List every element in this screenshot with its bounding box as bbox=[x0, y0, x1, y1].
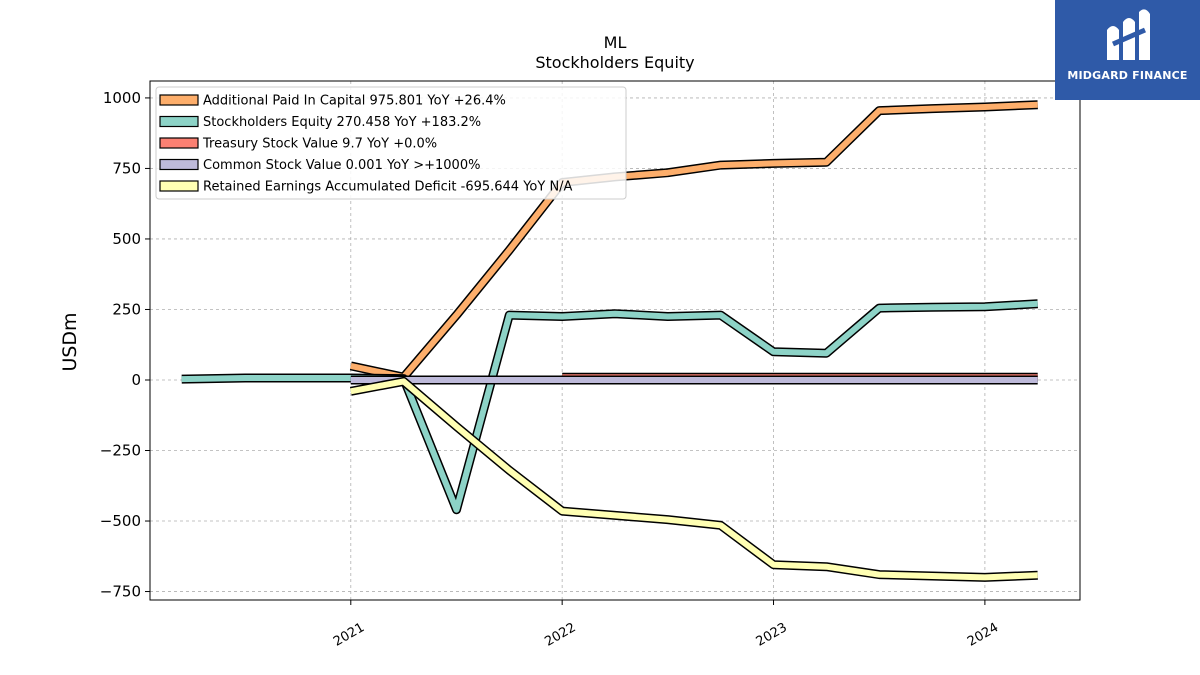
series-line-stockholders-equity bbox=[181, 300, 1038, 513]
plot-frame bbox=[149, 80, 1081, 601]
x-tick-label: 2022 bbox=[542, 620, 578, 650]
brand-name: MIDGARD FINANCE bbox=[1067, 69, 1188, 82]
legend-label-common-stock-value: Common Stock Value 0.001 YoY >+1000% bbox=[203, 158, 480, 173]
chart-subtitle: Stockholders Equity bbox=[535, 53, 694, 72]
legend-swatch-retained-earnings-accumulated-deficit bbox=[159, 180, 199, 192]
legend: Additional Paid In Capital 975.801 YoY +… bbox=[155, 86, 627, 200]
midgard-logo-icon bbox=[1107, 9, 1150, 60]
x-axis: 2021 2022 2023 2024 bbox=[331, 600, 1001, 650]
legend-label-treasury-stock-value: Treasury Stock Value 9.7 YoY +0.0% bbox=[202, 137, 437, 152]
series-outline-retained-earnings-accumulated-deficit bbox=[349, 376, 1038, 582]
series-line-retained-earnings-accumulated-deficit bbox=[350, 378, 1038, 581]
y-tick-label: 250 bbox=[112, 300, 141, 318]
x-tick-label: 2021 bbox=[331, 620, 367, 650]
y-tick-label: 0 bbox=[131, 371, 141, 389]
legend-label-stockholders-equity: Stockholders Equity 270.458 YoY +183.2% bbox=[203, 115, 481, 130]
legend-label-additional-paid-in-capital: Additional Paid In Capital 975.801 YoY +… bbox=[203, 94, 506, 109]
legend-swatch-common-stock-value bbox=[159, 158, 199, 171]
y-tick-label: −250 bbox=[100, 442, 141, 460]
x-tick-label: 2024 bbox=[965, 620, 1001, 650]
legend-label-retained-earnings-accumulated-deficit: Retained Earnings Accumulated Deficit -6… bbox=[203, 180, 573, 195]
x-tick-label: 2023 bbox=[754, 620, 790, 650]
y-tick-label: −500 bbox=[100, 512, 141, 530]
y-tick-label: 500 bbox=[112, 230, 141, 248]
series-line-additional-paid-in-capital bbox=[350, 101, 1038, 381]
y-tick-label: 1000 bbox=[103, 89, 141, 107]
legend-swatch-stockholders-equity bbox=[159, 115, 199, 128]
legend-swatch-treasury-stock-value bbox=[159, 137, 199, 149]
legend-swatch-additional-paid-in-capital bbox=[159, 94, 199, 106]
series-outline-stockholders-equity bbox=[181, 299, 1038, 515]
y-axis-label: USDm bbox=[59, 312, 81, 371]
y-tick-label: −750 bbox=[100, 583, 141, 601]
brand-logo: MIDGARD FINANCE bbox=[1055, 0, 1200, 100]
legend-box bbox=[155, 86, 627, 200]
y-axis: −750 −500 −250 0 250 500 750 1000 bbox=[100, 89, 150, 601]
chart-title: ML bbox=[604, 33, 627, 52]
series-lines bbox=[181, 100, 1038, 582]
y-tick-label: 750 bbox=[112, 159, 141, 177]
